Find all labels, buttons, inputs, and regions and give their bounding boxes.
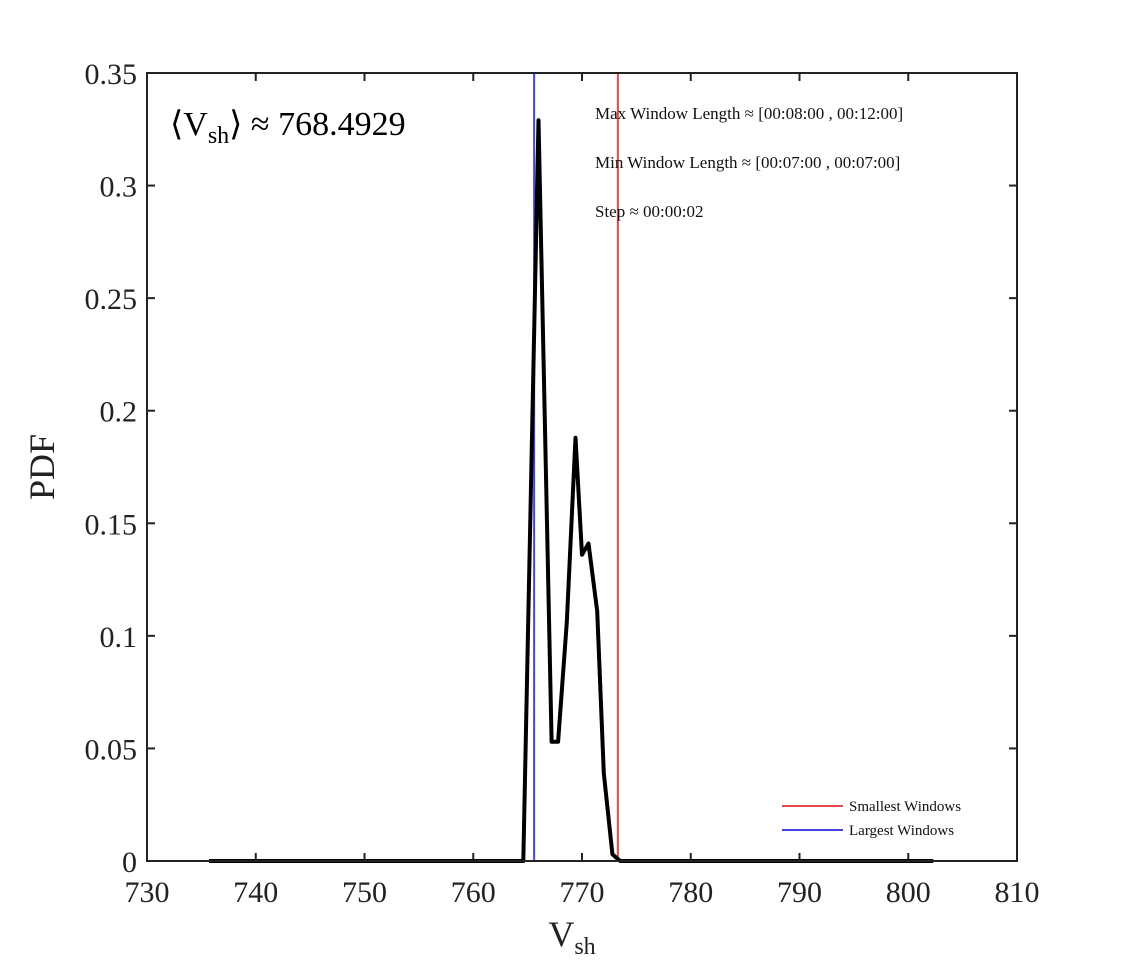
legend-label-smallest: Smallest Windows: [849, 799, 961, 815]
x-tick-label: 780: [668, 876, 713, 909]
x-tick-label: 790: [777, 876, 822, 909]
y-tick-label: 0: [122, 846, 137, 879]
x-tick-label: 800: [886, 876, 931, 909]
y-axis-label: PDF: [22, 434, 62, 500]
y-tick-label: 0.2: [100, 396, 138, 429]
annotation-min-window: Min Window Length ≈ [00:07:00 , 00:07:00…: [595, 153, 900, 172]
pdf-series-line: [209, 118, 934, 863]
y-tick-label: 0.3: [100, 171, 138, 204]
x-tick-label: 730: [125, 876, 170, 909]
x-tick-label: 810: [995, 876, 1040, 909]
x-tick-label: 760: [451, 876, 496, 909]
legend-label-largest: Largest Windows: [849, 823, 954, 839]
legend: Smallest Windows Largest Windows: [782, 799, 961, 839]
y-tick-label: 0.15: [85, 508, 138, 541]
plot-frame: [146, 72, 1018, 862]
x-axis-label: Vsh: [548, 914, 595, 960]
x-tick-label: 770: [560, 876, 605, 909]
mean-label: ⟨Vsh⟩ ≈ 768.4929: [170, 106, 406, 149]
y-tick-label: 0.35: [85, 58, 138, 91]
x-tick-label: 750: [342, 876, 387, 909]
annotation-max-window: Max Window Length ≈ [00:08:00 , 00:12:00…: [595, 104, 903, 123]
x-tick-label: 740: [233, 876, 278, 909]
annotation-step: Step ≈ 00:00:02: [595, 202, 704, 221]
y-tick-label: 0.25: [85, 283, 138, 316]
y-tick-label: 0.1: [100, 621, 138, 654]
y-tick-label: 0.05: [85, 733, 138, 766]
